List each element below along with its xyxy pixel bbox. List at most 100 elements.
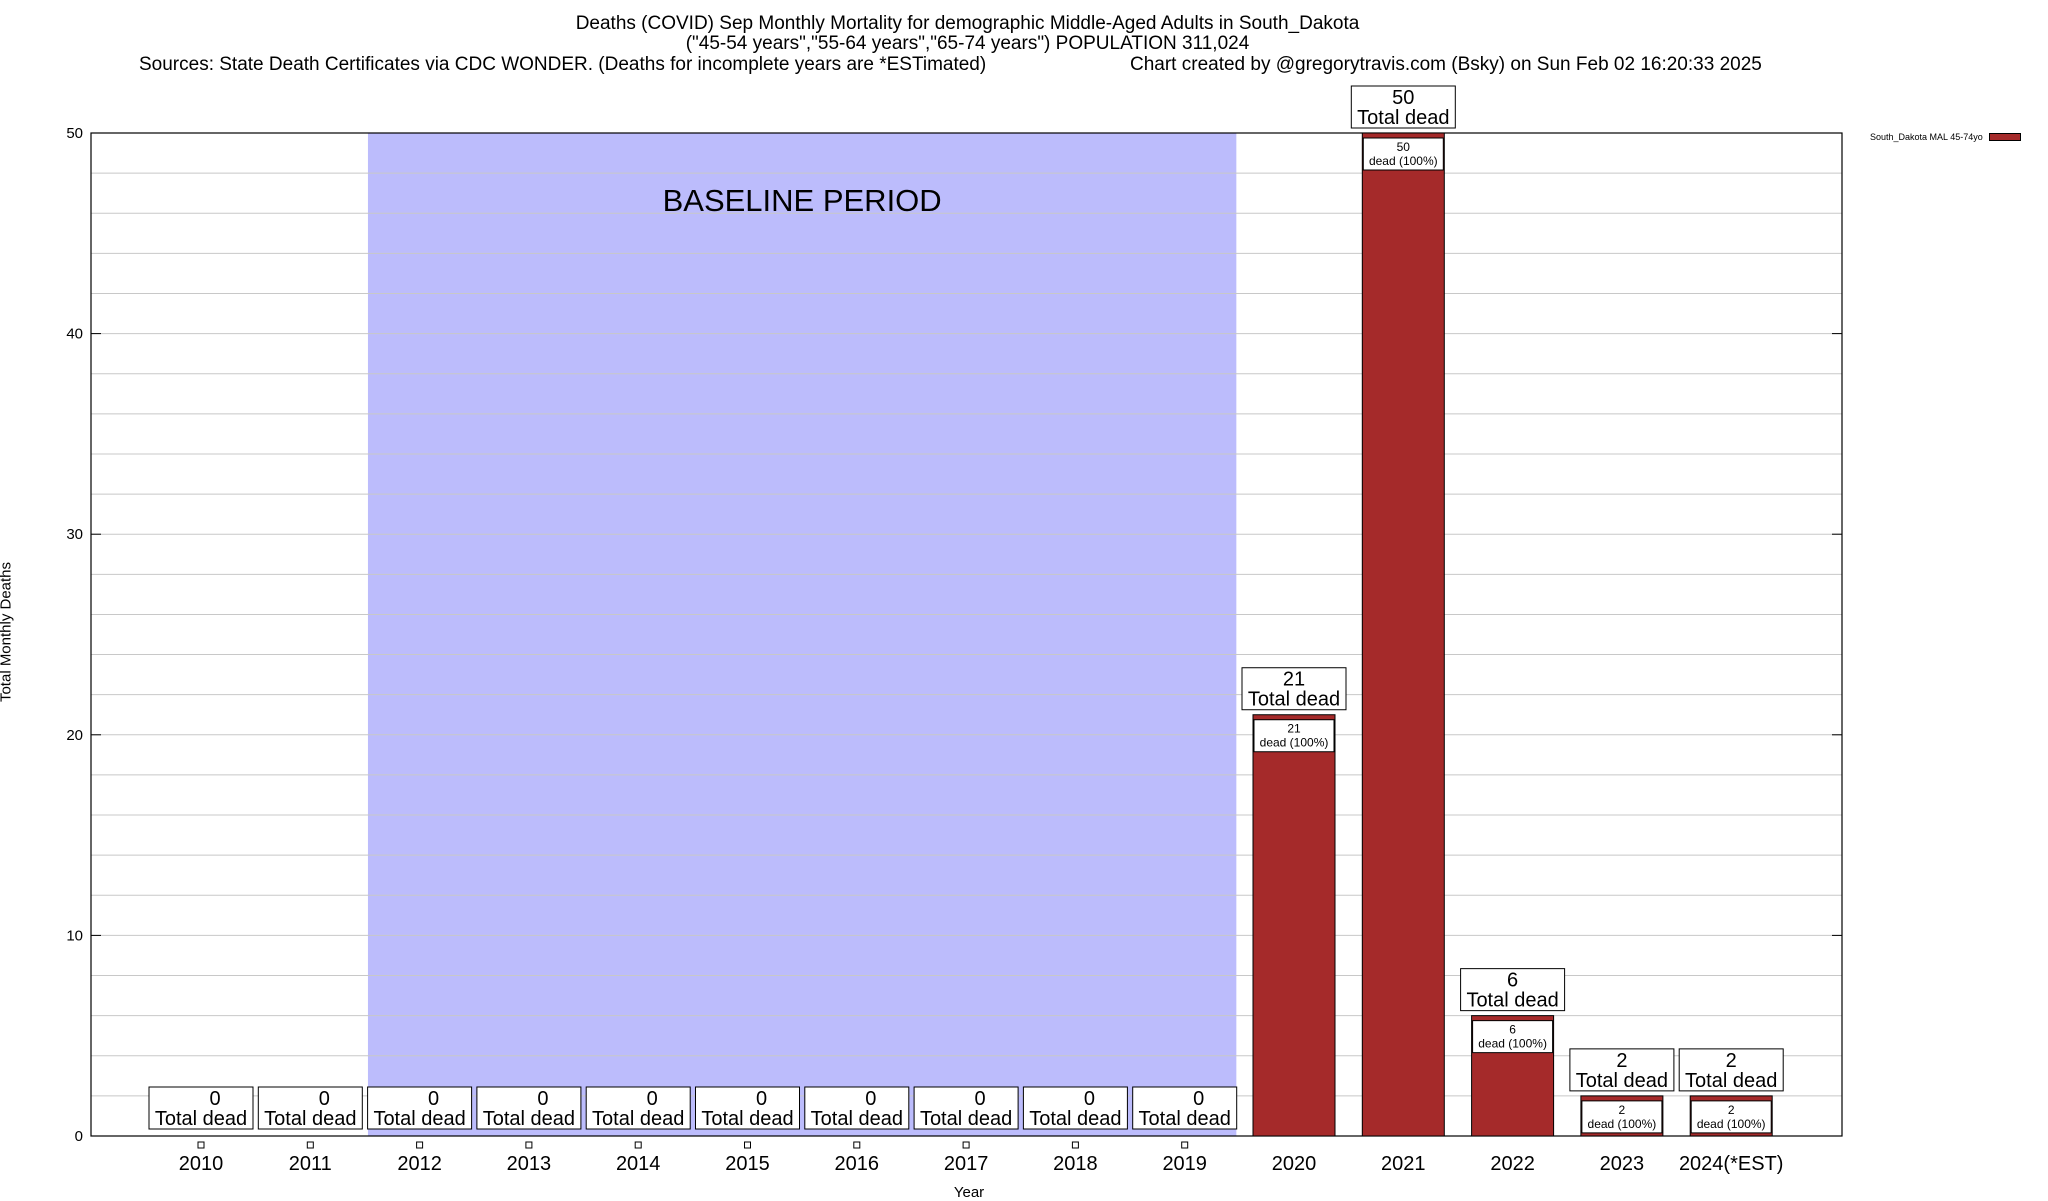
y-tick-label: 50 bbox=[66, 125, 83, 142]
bar-inner-label-box bbox=[1690, 1100, 1772, 1134]
legend-swatch bbox=[1988, 133, 2021, 141]
total-label-text: Total dead bbox=[155, 1108, 247, 1130]
bar-inner-value: 2 bbox=[1728, 1103, 1735, 1117]
bar-inner-value: 50 bbox=[1397, 140, 1411, 154]
bar-inner-label-box bbox=[1253, 719, 1335, 753]
total-label-box bbox=[913, 1086, 1019, 1130]
total-label-value: 0 bbox=[975, 1088, 986, 1110]
chart-sources: Sources: State Death Certificates via CD… bbox=[139, 54, 987, 75]
total-label-value: 0 bbox=[647, 1088, 658, 1110]
bar-inner-label-box bbox=[1581, 1100, 1663, 1134]
total-label-value: 6 bbox=[1507, 970, 1518, 992]
total-label-value: 0 bbox=[319, 1088, 330, 1110]
total-label-value: 0 bbox=[1193, 1088, 1204, 1110]
total-label-box bbox=[367, 1086, 473, 1130]
x-tick-label: 2010 bbox=[179, 1153, 224, 1175]
legend: South_Dakota MAL 45-74yo bbox=[1870, 132, 2021, 142]
total-label-box bbox=[1022, 1086, 1128, 1130]
zero-marker bbox=[306, 1141, 314, 1149]
total-label-box bbox=[1241, 667, 1347, 711]
total-label-text: Total dead bbox=[264, 1108, 356, 1130]
zero-marker bbox=[634, 1141, 642, 1149]
x-tick-label: 2015 bbox=[725, 1153, 770, 1175]
bar-inner-value: 21 bbox=[1287, 722, 1301, 736]
total-label-text: Total dead bbox=[1685, 1070, 1777, 1092]
baseline-label: BASELINE PERIOD bbox=[663, 183, 942, 218]
total-label-text: Total dead bbox=[483, 1108, 575, 1130]
x-tick-label: 2019 bbox=[1162, 1153, 1207, 1175]
x-tick-label: 2013 bbox=[507, 1153, 552, 1175]
zero-marker bbox=[962, 1141, 970, 1149]
total-label-text: Total dead bbox=[1357, 107, 1449, 129]
total-label-text: Total dead bbox=[373, 1108, 465, 1130]
total-label-value: 0 bbox=[428, 1088, 439, 1110]
total-label-value: 0 bbox=[1084, 1088, 1095, 1110]
x-tick-label: 2022 bbox=[1490, 1153, 1535, 1175]
total-label-value: 2 bbox=[1616, 1050, 1627, 1072]
total-label-value: 50 bbox=[1392, 87, 1414, 109]
baseline-region bbox=[367, 133, 1237, 1136]
bar-inner-label: dead (100%) bbox=[1260, 736, 1329, 750]
bar bbox=[1252, 714, 1336, 1137]
zero-marker bbox=[744, 1141, 751, 1149]
bar-inner-value: 2 bbox=[1619, 1103, 1626, 1117]
y-tick-label: 20 bbox=[66, 727, 83, 744]
total-label-text: Total dead bbox=[920, 1108, 1012, 1130]
x-tick-label: 2018 bbox=[1053, 1153, 1098, 1175]
x-axis-label: Year bbox=[953, 1184, 985, 1201]
x-tick-label: 2014 bbox=[616, 1153, 661, 1175]
total-label-box bbox=[257, 1086, 363, 1130]
bar-inner-label: dead (100%) bbox=[1697, 1117, 1766, 1131]
bar-inner-value: 6 bbox=[1509, 1023, 1516, 1037]
total-label-box bbox=[1569, 1048, 1675, 1092]
total-label-value: 0 bbox=[865, 1088, 876, 1110]
total-label-box bbox=[1132, 1086, 1238, 1130]
x-tick-label: 2016 bbox=[835, 1153, 880, 1175]
total-label-text: Total dead bbox=[811, 1108, 903, 1130]
bar-inner-label: dead (100%) bbox=[1478, 1037, 1547, 1051]
bar-inner-label-box bbox=[1362, 137, 1444, 171]
x-tick-label: 2017 bbox=[944, 1153, 989, 1175]
total-label-value: 0 bbox=[209, 1088, 220, 1110]
total-label-box bbox=[1678, 1048, 1784, 1092]
zero-marker bbox=[853, 1141, 861, 1149]
y-tick-label: 10 bbox=[66, 927, 83, 944]
x-tick-label: 2020 bbox=[1272, 1153, 1317, 1175]
y-tick-label: 40 bbox=[66, 326, 83, 343]
zero-marker bbox=[197, 1141, 205, 1149]
zero-marker bbox=[416, 1141, 424, 1149]
zero-marker bbox=[1181, 1141, 1189, 1149]
legend-label: South_Dakota MAL 45-74yo bbox=[1870, 132, 1983, 142]
total-label-text: Total dead bbox=[1466, 990, 1558, 1012]
chart-subtitle: ("45-54 years","55-64 years","65-74 year… bbox=[685, 33, 1250, 54]
bar-inner-label: dead (100%) bbox=[1588, 1117, 1657, 1131]
y-tick-label: 30 bbox=[66, 526, 83, 543]
bar-inner-label: dead (100%) bbox=[1369, 154, 1438, 168]
bar-inner-label-box bbox=[1472, 1020, 1554, 1054]
total-label-value: 2 bbox=[1726, 1050, 1737, 1072]
y-tick-label: 0 bbox=[75, 1128, 83, 1145]
chart-credit: Chart created by @gregorytravis.com (Bsk… bbox=[1130, 54, 1762, 75]
total-label-value: 21 bbox=[1283, 669, 1305, 691]
total-label-box bbox=[585, 1086, 691, 1130]
total-label-box bbox=[804, 1086, 910, 1130]
total-label-box bbox=[695, 1086, 800, 1130]
total-label-text: Total dead bbox=[592, 1108, 684, 1130]
x-tick-label: 2011 bbox=[289, 1153, 332, 1175]
x-tick-label: 2024(*EST) bbox=[1679, 1153, 1784, 1175]
bar bbox=[1361, 132, 1445, 1137]
plot-frame bbox=[90, 132, 1843, 1137]
total-label-text: Total dead bbox=[1029, 1108, 1121, 1130]
x-tick-label: 2023 bbox=[1600, 1153, 1645, 1175]
total-label-box bbox=[148, 1086, 254, 1130]
total-label-text: Total dead bbox=[1139, 1108, 1231, 1130]
total-label-box bbox=[1460, 968, 1566, 1012]
total-label-value: 0 bbox=[756, 1088, 767, 1110]
zero-marker bbox=[525, 1141, 533, 1149]
chart-title: Deaths (COVID) Sep Monthly Mortality for… bbox=[575, 13, 1360, 34]
total-label-text: Total dead bbox=[1576, 1070, 1668, 1092]
total-label-box bbox=[476, 1086, 582, 1130]
x-tick-label: 2021 bbox=[1381, 1153, 1426, 1175]
x-tick-label: 2012 bbox=[397, 1153, 442, 1175]
